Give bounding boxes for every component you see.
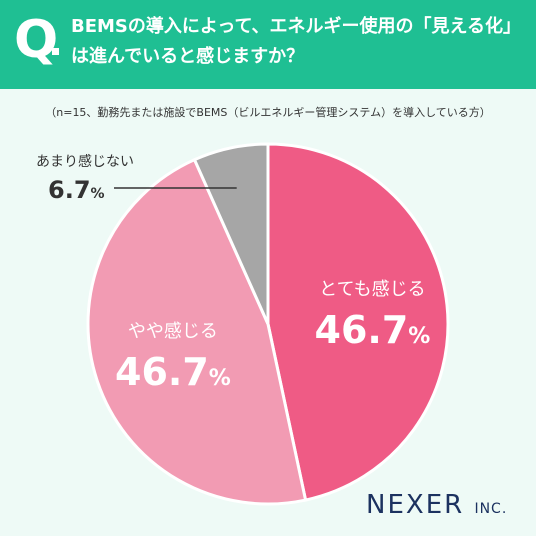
pie-slice-2 [192,142,270,325]
slice-label-2: あまり感じない [36,153,134,170]
pie-slice-0 [266,142,450,502]
question-text: BEMSの導入によって、エネルギー使用の「見える化」 は進んでいると感じますか？ [71,16,522,67]
q-dot [52,48,59,55]
slice-label-1: やや感じる [128,321,218,342]
slice-label-0: とても感じる [319,279,426,300]
slice-value-2: 6.7% [48,176,105,204]
slice-value-0: 46.7% [315,308,431,352]
pie-slice-1 [86,157,308,506]
sample-note: （n=15、勤務先または施設でBEMS（ビルエネルギー管理システム）を導入してい… [45,106,491,119]
question-header: Q BEMSの導入によって、エネルギー使用の「見える化」 は進んでいると感じます… [0,0,536,89]
logo-suffix: INC. [474,501,508,517]
nexer-logo: NEXER INC. [366,490,507,520]
slice-value-1: 46.7% [115,350,231,394]
q-mark: Q [14,10,59,70]
logo-name: NEXER [366,490,465,520]
